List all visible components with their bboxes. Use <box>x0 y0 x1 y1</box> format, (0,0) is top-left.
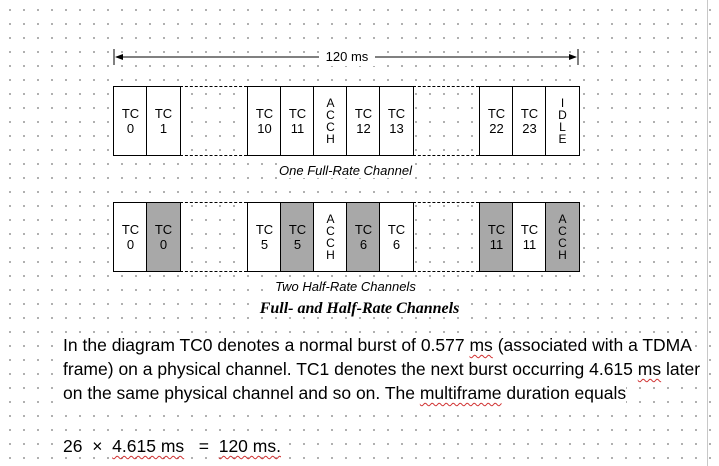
duration-equation: 26 × 4.615 ms = 120 ms. <box>63 435 281 457</box>
half-rate-slot: TC 11 <box>512 202 547 272</box>
figure-title: Full- and Half-Rate Channels <box>0 300 719 318</box>
half-rate-slot: TC 5 <box>247 202 282 272</box>
slot-label-part: TC <box>354 222 373 237</box>
full-rate-slot: TC 11 <box>280 86 315 156</box>
slot-label-part: TC <box>387 106 406 121</box>
slot-label-part: 0 <box>159 237 168 252</box>
slot-label-part: 0 <box>126 237 135 252</box>
half-rate-channel-row: TC 0 TC 0 TC 5 TC 5 A C C H TC 6 TC 6 TC 11 TC 11 A C C H <box>113 202 580 272</box>
eq-times: × <box>92 436 103 456</box>
half-rate-slot: TC 6 <box>346 202 381 272</box>
slot-label-part: E <box>558 132 567 146</box>
half-rate-slot: TC 0 <box>146 202 181 272</box>
slot-label-part: 11 <box>489 237 504 252</box>
slot-label-part: C <box>326 120 335 134</box>
half-rate-gap-dash <box>413 202 479 203</box>
slot-label-part: TC <box>487 106 506 121</box>
slot-label-part: 1 <box>159 121 168 136</box>
span-duration-label: 120 ms <box>319 48 375 66</box>
full-rate-gap-dash <box>180 86 247 87</box>
slot-label-part: TC <box>487 222 506 237</box>
slot-label-part: 6 <box>392 237 401 252</box>
slot-label-part: TC <box>288 222 307 237</box>
explanation-paragraph: In the diagram TC0 denotes a normal burs… <box>63 335 701 403</box>
slot-label-part: TC <box>255 222 274 237</box>
spellcheck-word: ms <box>637 359 662 379</box>
slot-label-part: L <box>559 120 566 134</box>
slot-label-part: TC <box>121 106 140 121</box>
slot-label-part: 12 <box>356 121 371 136</box>
slot-label-part: TC <box>520 106 539 121</box>
eq-result: 120 ms. <box>218 436 281 456</box>
slot-label-part: TC <box>154 222 173 237</box>
slot-label-part: 10 <box>257 121 272 136</box>
full-rate-slot: TC 13 <box>379 86 414 156</box>
slot-label-part: TC <box>154 106 173 121</box>
half-rate-slot: TC 0 <box>113 202 148 272</box>
slot-label-part: TC <box>288 106 307 121</box>
slot-label-part: I <box>560 96 565 110</box>
slot-label-part: C <box>326 236 335 250</box>
half-rate-slot: TC 6 <box>379 202 414 272</box>
half-rate-caption: Two Half-Rate Channels <box>273 279 418 294</box>
slot-label-part: 0 <box>126 121 135 136</box>
slot-label-part: 6 <box>359 237 368 252</box>
slot-label-part: A <box>326 212 335 226</box>
slot-label-part: H <box>326 248 335 262</box>
spellcheck-word: ms <box>469 335 493 355</box>
full-rate-gap-dash <box>413 86 479 87</box>
slot-label-part: TC <box>354 106 373 121</box>
slot-label-part: H <box>326 132 335 146</box>
slot-label-part: H <box>558 248 567 262</box>
slot-label-part: D <box>558 108 567 122</box>
slot-label-part: A <box>326 96 335 110</box>
slot-label-part: 23 <box>522 121 537 136</box>
slot-label-part: TC <box>121 222 140 237</box>
slot-label-part: C <box>326 108 335 122</box>
slot-label-part: TC <box>255 106 274 121</box>
spellcheck-word: multiframe <box>419 383 502 403</box>
slot-label-part: A <box>558 212 567 226</box>
full-rate-slot: TC 23 <box>512 86 547 156</box>
full-rate-gap-dash <box>413 155 479 156</box>
slot-label-part: 5 <box>260 237 269 252</box>
half-rate-gap-dash <box>180 271 247 272</box>
slot-label-part: 5 <box>293 237 302 252</box>
slot-label-part: 13 <box>389 121 404 136</box>
full-rate-gap-dash <box>180 155 247 156</box>
half-rate-slot: TC 5 <box>280 202 315 272</box>
slot-label-part: TC <box>387 222 406 237</box>
half-rate-gap-dash <box>180 202 247 203</box>
slot-label-part: C <box>326 224 335 238</box>
half-rate-slot: TC 11 <box>479 202 514 272</box>
full-rate-caption: One Full-Rate Channel <box>277 163 414 178</box>
slot-label-part: 11 <box>290 121 305 136</box>
full-rate-slot: TC 22 <box>479 86 514 156</box>
slot-label-part: 11 <box>522 237 537 252</box>
eq-equals: = <box>198 436 209 456</box>
eq-factor: 26 <box>63 436 83 456</box>
page-edge <box>707 0 708 466</box>
slot-label-part: 22 <box>489 121 504 136</box>
slot-label-part: C <box>558 224 567 238</box>
slot-label-part: TC <box>520 222 539 237</box>
slot-label-part: C <box>558 236 567 250</box>
eq-period: 4.615 ms <box>112 436 185 456</box>
full-rate-slot: TC 12 <box>346 86 381 156</box>
half-rate-gap-dash <box>413 271 479 272</box>
full-rate-slot: TC 0 <box>113 86 148 156</box>
span-arrow <box>113 49 579 65</box>
full-rate-slot: TC 1 <box>146 86 181 156</box>
full-rate-channel-row: TC 0 TC 1 TC 10 TC 11 A C C H TC 12 TC 13 TC 22 TC 23 I D L E <box>113 86 580 156</box>
full-rate-slot: TC 10 <box>247 86 282 156</box>
